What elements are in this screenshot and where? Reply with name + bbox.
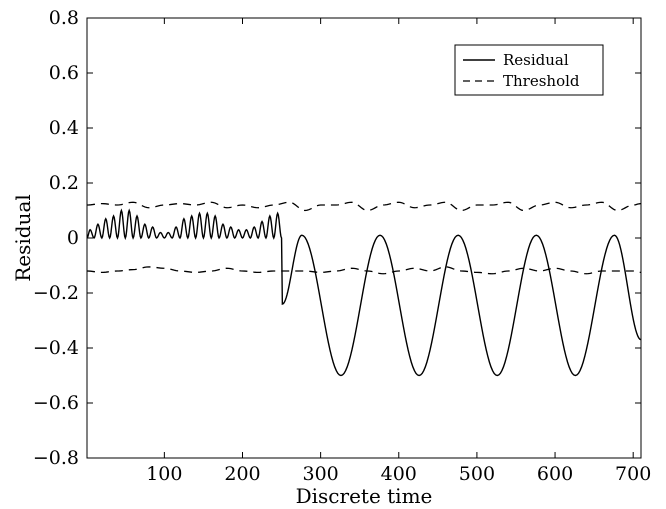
y-axis-label: Residual bbox=[11, 194, 35, 282]
series-threshold-upper-line bbox=[87, 201, 641, 212]
y-tick-label: −0.8 bbox=[33, 447, 79, 469]
x-tick-label: 400 bbox=[381, 463, 417, 485]
x-tick-label: 200 bbox=[224, 463, 260, 485]
y-tick-label: 0.6 bbox=[49, 62, 79, 84]
axes-group: −0.8 −0.6 −0.4 −0.2 0 0.2 0.4 0.6 0.8 100 200 300 40… bbox=[33, 7, 651, 485]
x-axis-label: Discrete time bbox=[296, 484, 433, 508]
y-tick-label: 0 bbox=[67, 227, 79, 249]
y-tick-label: −0.2 bbox=[33, 282, 79, 304]
legend-label-threshold: Threshold bbox=[503, 72, 580, 90]
y-tick-label: −0.4 bbox=[33, 337, 79, 359]
x-tick-label: 600 bbox=[537, 463, 573, 485]
legend: Residual Threshold bbox=[454, 44, 604, 96]
legend-box bbox=[454, 44, 604, 96]
y-tick-label: 0.2 bbox=[49, 172, 79, 194]
x-tick-label: 300 bbox=[303, 463, 339, 485]
x-tick-label: 500 bbox=[459, 463, 495, 485]
series-threshold-lower-line bbox=[87, 266, 641, 275]
legend-label-residual: Residual bbox=[503, 51, 569, 69]
y-tick-label: 0.4 bbox=[49, 117, 79, 139]
y-tick-label: −0.6 bbox=[33, 392, 79, 414]
y-tick-label: 0.8 bbox=[49, 7, 79, 29]
x-tick-label: 700 bbox=[615, 463, 651, 485]
series-residual-line bbox=[87, 208, 641, 377]
series-group bbox=[87, 201, 641, 377]
x-tick-label: 100 bbox=[146, 463, 182, 485]
